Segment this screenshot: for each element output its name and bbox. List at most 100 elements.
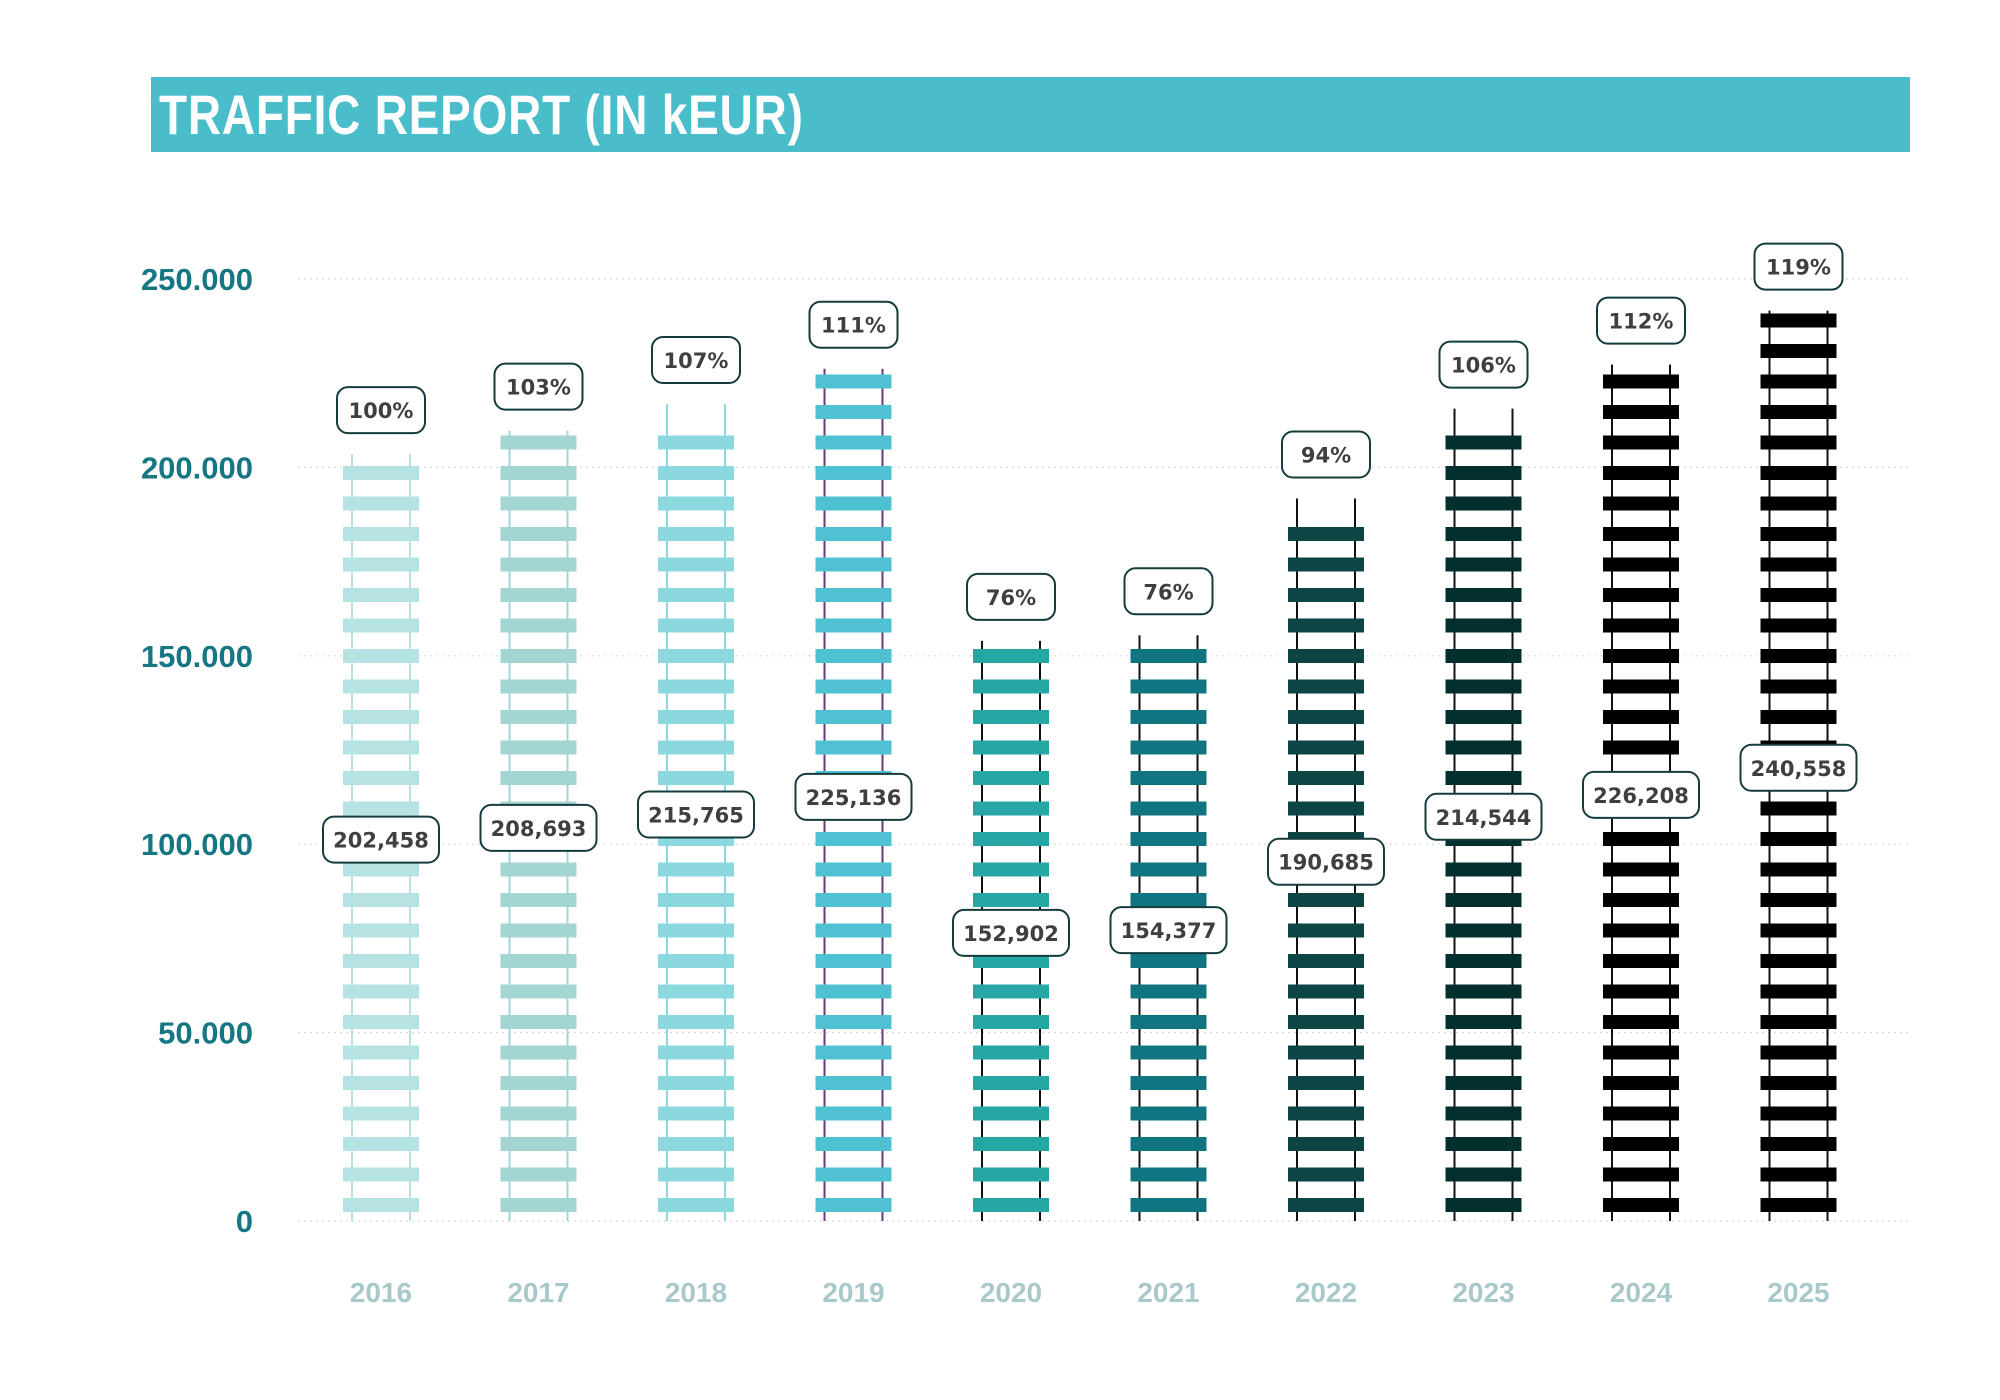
bar-tie [973, 801, 1049, 816]
bar-tie [1760, 527, 1837, 541]
value-label: 208,693 [491, 817, 587, 841]
value-label-box [794, 772, 913, 821]
bar-tie [1445, 1167, 1522, 1182]
bar-tie [1603, 710, 1679, 724]
bar-tie [973, 649, 1049, 663]
bar-tie [658, 1015, 734, 1029]
value-label: 152,902 [963, 922, 1059, 946]
bar-tie [1288, 1198, 1364, 1212]
bar-tie [973, 1198, 1049, 1212]
bar-tie [658, 740, 734, 755]
bar-tie [500, 679, 577, 694]
bar-tie [815, 954, 892, 968]
bar-tie [973, 1076, 1049, 1090]
bar-tie [973, 893, 1049, 907]
bar-2016: 100% 202,458 [322, 386, 440, 1221]
bar-tie [1130, 771, 1207, 785]
bar-2018: 107% 215,765 [637, 335, 755, 1221]
bar-tie [500, 527, 577, 541]
percent-label: 100% [349, 399, 414, 423]
bar-tie [815, 466, 892, 480]
bar-tie [500, 862, 577, 877]
bar-tie [1603, 1106, 1679, 1121]
bar-tie [1130, 1076, 1207, 1090]
bar-tie [343, 984, 419, 999]
bar-tie [1288, 1076, 1364, 1090]
bar-tie [500, 649, 577, 663]
bar-tie [1288, 771, 1364, 785]
bar-2017: 103% 208,693 [479, 362, 598, 1221]
bar-tie [973, 1106, 1049, 1121]
y-tick-label: 250.000 [141, 262, 253, 297]
x-tick-label: 2024 [1610, 1277, 1673, 1308]
bar-tie [815, 588, 892, 602]
bar-tie [1288, 954, 1364, 968]
bar-tie [343, 1137, 419, 1151]
value-label: 202,458 [333, 829, 429, 853]
bar-tie [1130, 801, 1207, 816]
bar-tie [1288, 557, 1364, 572]
bar-tie [1603, 1198, 1679, 1212]
bar-tie [1445, 893, 1522, 907]
bar-tie [1445, 1137, 1522, 1151]
bar-tie [343, 862, 419, 877]
bar-tie [973, 1015, 1049, 1029]
bar-tie [500, 588, 577, 602]
bar-tie [343, 1015, 419, 1029]
gridlines [298, 278, 1910, 1222]
bar-tie [500, 1137, 577, 1151]
bar-tie [500, 923, 577, 938]
bar-tie [1603, 1015, 1679, 1029]
bar-tie [1603, 588, 1679, 602]
bar-tie [343, 588, 419, 602]
bar-tie [1445, 466, 1522, 480]
bar-tie [1445, 588, 1522, 602]
bar-tie [1603, 984, 1679, 999]
bar-tie [1445, 1045, 1522, 1060]
bar-tie [815, 374, 892, 389]
value-label-box [952, 908, 1070, 957]
chart-title: TRAFFIC REPORT (IN kEUR) [159, 83, 804, 146]
bar-tie [973, 832, 1049, 846]
bar-tie [1760, 679, 1837, 694]
bar-tie [343, 1045, 419, 1060]
percent-label-box [1123, 567, 1214, 616]
bar-tie [973, 740, 1049, 755]
bar-tie [658, 1167, 734, 1182]
percent-label-box [493, 362, 584, 411]
bar-tie [1288, 1167, 1364, 1182]
bar-2023: 106% 214,544 [1424, 340, 1543, 1221]
bar-tie [343, 954, 419, 968]
bar-tie [1130, 1198, 1207, 1212]
bar-tie [658, 954, 734, 968]
bar-tie [1445, 1198, 1522, 1212]
bar-tie [973, 771, 1049, 785]
bar-tie [1603, 740, 1679, 755]
bar-tie [973, 710, 1049, 724]
bar-tie [1760, 466, 1837, 480]
value-label: 225,136 [806, 786, 902, 810]
y-tick-label: 200.000 [141, 450, 253, 485]
bar-tie [343, 1106, 419, 1121]
value-label: 215,765 [648, 803, 744, 827]
y-tick-label: 50.000 [158, 1016, 253, 1051]
bar-tie [658, 649, 734, 663]
bar-tie [343, 618, 419, 633]
bar-tie [1288, 649, 1364, 663]
bar-tie [1603, 832, 1679, 846]
bar-tie [1760, 618, 1837, 633]
bar-tie [658, 1045, 734, 1060]
bar-tie [1445, 710, 1522, 724]
bar-tie [815, 710, 892, 724]
bar-tie [1760, 1015, 1837, 1029]
bar-tie [1603, 496, 1679, 511]
bar-tie [1288, 527, 1364, 541]
percent-label: 103% [506, 376, 571, 400]
bar-tie [500, 984, 577, 999]
bar-tie [1760, 862, 1837, 877]
bar-tie [815, 435, 892, 450]
bar-tie [1445, 862, 1522, 877]
percent-label-box [651, 335, 741, 384]
percent-label: 112% [1609, 310, 1674, 334]
bar-tie [1288, 984, 1364, 999]
